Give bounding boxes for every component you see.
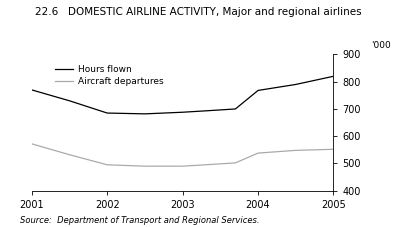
Hours flown [143,113,147,115]
Hours flown [203,109,208,112]
Legend: Hours flown, Aircraft departures: Hours flown, Aircraft departures [51,62,167,90]
Line: Hours flown: Hours flown [32,76,333,114]
Aircraft departures [331,148,336,151]
Hours flown [180,111,185,114]
Text: 22.6   DOMESTIC AIRLINE ACTIVITY, Major and regional airlines: 22.6 DOMESTIC AIRLINE ACTIVITY, Major an… [35,7,362,17]
Hours flown [256,89,260,92]
Line: Aircraft departures: Aircraft departures [32,144,333,166]
Hours flown [331,75,336,78]
Hours flown [233,108,238,110]
Aircraft departures [29,143,34,145]
Aircraft departures [203,163,208,166]
Aircraft departures [180,165,185,168]
Hours flown [293,83,298,86]
Hours flown [67,99,72,102]
Aircraft departures [105,163,110,166]
Aircraft departures [256,152,260,154]
Aircraft departures [233,162,238,164]
Hours flown [29,89,34,91]
Text: '000: '000 [371,41,391,50]
Aircraft departures [143,165,147,168]
Aircraft departures [67,153,72,156]
Text: Source:  Department of Transport and Regional Services.: Source: Department of Transport and Regi… [20,216,259,225]
Aircraft departures [293,149,298,152]
Hours flown [105,112,110,114]
